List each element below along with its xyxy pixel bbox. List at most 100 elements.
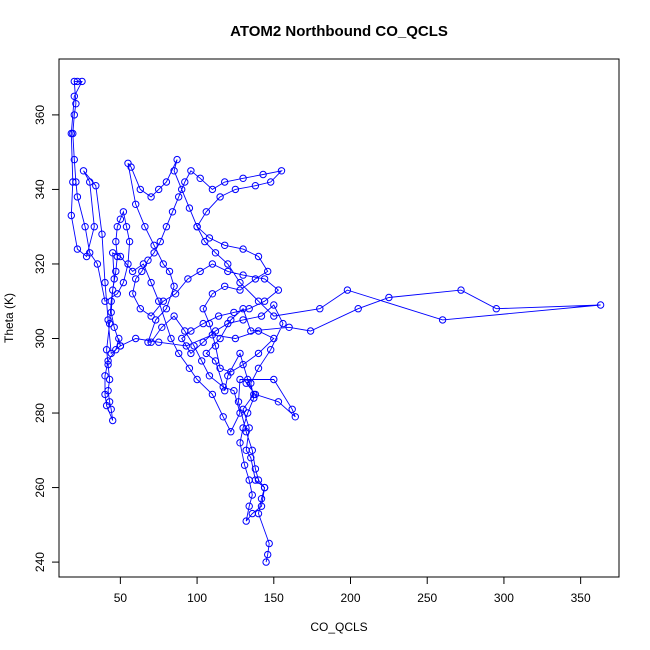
- x-axis: 50 100 150 200 250 300 350: [114, 577, 591, 605]
- data-point: [112, 346, 120, 354]
- x-tick-label: 150: [264, 591, 284, 605]
- data-point: [155, 338, 163, 346]
- data-point: [245, 502, 253, 510]
- data-point: [185, 364, 194, 372]
- data-point: [219, 383, 227, 391]
- data-point: [109, 286, 117, 294]
- data-point: [124, 260, 132, 268]
- data-point: [125, 237, 134, 246]
- data-point: [81, 223, 89, 231]
- data-point: [202, 208, 211, 216]
- data-point: [67, 129, 76, 138]
- data-point: [167, 334, 175, 343]
- data-point: [196, 174, 204, 183]
- data-point: [72, 178, 80, 186]
- data-point: [208, 185, 217, 194]
- data-point: [221, 387, 229, 395]
- data-point: [208, 260, 217, 268]
- data-point: [104, 357, 112, 365]
- data-point: [159, 260, 168, 268]
- data-point: [73, 77, 82, 86]
- data-point: [110, 275, 118, 283]
- data-point: [70, 111, 79, 119]
- data-point: [119, 278, 128, 287]
- data-point: [170, 312, 178, 320]
- y-tick-label: 260: [33, 477, 47, 497]
- data-point: [239, 245, 247, 253]
- data-point: [244, 409, 252, 417]
- data-point: [147, 193, 155, 201]
- data-point: [216, 364, 224, 372]
- data-point: [288, 405, 296, 413]
- data-point: [162, 305, 171, 313]
- data-point: [101, 390, 109, 399]
- data-point: [239, 174, 247, 183]
- data-point: [101, 372, 109, 380]
- series-line-0: [70, 80, 601, 563]
- data-point: [385, 293, 393, 302]
- data-point: [69, 178, 77, 186]
- data-point: [199, 305, 207, 313]
- data-point: [173, 155, 181, 164]
- data-point: [236, 286, 244, 294]
- data-point: [221, 241, 229, 250]
- data-point: [270, 375, 278, 384]
- data-point: [115, 334, 123, 343]
- data-point: [175, 193, 183, 201]
- data-point: [128, 290, 137, 298]
- data-point: [102, 401, 111, 410]
- data-point: [260, 297, 269, 305]
- data-point: [211, 249, 220, 257]
- y-tick-label: 320: [33, 254, 47, 274]
- data-point: [178, 334, 186, 343]
- data-point: [141, 223, 149, 231]
- data-point: [113, 252, 122, 261]
- data-point: [73, 193, 82, 201]
- data-point: [196, 267, 204, 276]
- data-point: [230, 308, 238, 317]
- data-point: [254, 476, 263, 484]
- plot-frame: [58, 58, 620, 578]
- data-point: [128, 267, 137, 276]
- data-point: [124, 159, 132, 168]
- data-point: [230, 387, 238, 395]
- data-point: [247, 379, 255, 387]
- data-point: [90, 223, 99, 231]
- data-point: [199, 319, 207, 328]
- data-point: [316, 305, 324, 313]
- data-point: [219, 413, 227, 421]
- data-point: [245, 476, 253, 484]
- data-point: [242, 379, 250, 387]
- data-point: [208, 390, 217, 399]
- data-point: [254, 364, 263, 372]
- data-point: [216, 334, 224, 343]
- data-point: [221, 282, 229, 290]
- data-point: [205, 234, 214, 242]
- data-point: [112, 237, 120, 246]
- data-point: [254, 252, 263, 261]
- data-point: [156, 237, 165, 246]
- data-point: [70, 155, 79, 164]
- data-point: [107, 405, 115, 413]
- data-point: [109, 416, 117, 425]
- x-tick-label: 50: [114, 591, 128, 605]
- data-point: [239, 271, 247, 279]
- data-point: [82, 252, 91, 261]
- y-axis: 240 260 280 300 320 340 360: [33, 105, 59, 572]
- data-point: [101, 297, 109, 305]
- data-point: [105, 319, 114, 328]
- data-point: [78, 77, 86, 86]
- data-point: [250, 394, 258, 402]
- data-point: [354, 305, 362, 313]
- data-point: [257, 495, 266, 503]
- data-point: [270, 301, 278, 309]
- data-point: [277, 167, 286, 175]
- data-point: [112, 267, 120, 276]
- y-axis-label: Theta (K): [2, 293, 16, 343]
- data-point: [136, 185, 145, 194]
- data-point: [214, 312, 223, 320]
- data-point: [457, 286, 465, 294]
- data-point: [239, 316, 247, 324]
- data-point: [193, 223, 201, 231]
- data-point: [190, 342, 198, 350]
